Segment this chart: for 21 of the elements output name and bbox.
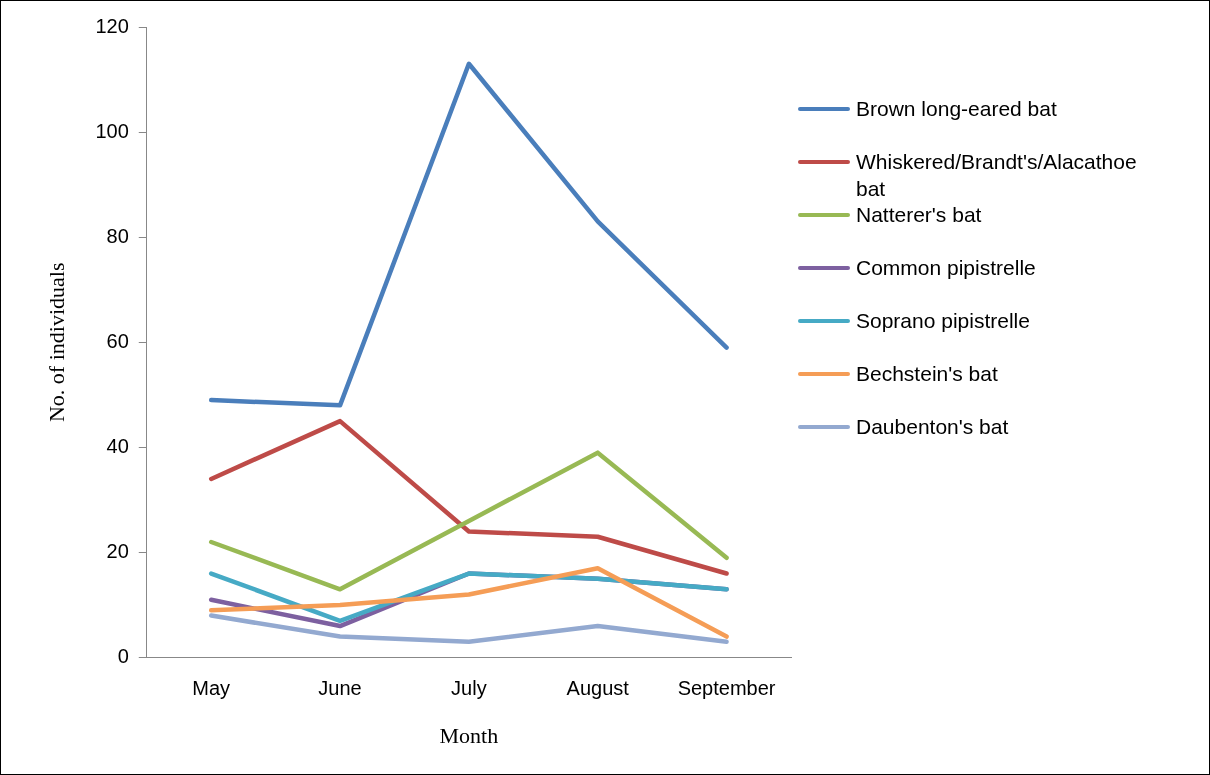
x-tick-label: June xyxy=(318,677,362,700)
x-tick-label: September xyxy=(677,677,776,700)
legend-label: Soprano pipistrelle xyxy=(856,309,1030,332)
y-tick-label: 40 xyxy=(106,434,129,457)
x-tick-label: July xyxy=(451,677,487,700)
y-tick-label: 0 xyxy=(117,645,129,668)
y-axis-title: No. of individuals xyxy=(43,262,69,423)
x-tick-label: May xyxy=(192,677,231,700)
y-tick-label: 20 xyxy=(106,540,129,563)
legend-label: Bechstein's bat xyxy=(856,362,998,385)
legend-label: Common pipistrelle xyxy=(856,256,1036,279)
x-tick-label: August xyxy=(566,677,630,700)
legend-label: Brown long-eared bat xyxy=(856,97,1057,120)
y-tick-label: 120 xyxy=(95,14,129,37)
legend-label: Whiskered/Brandt's/Alacathoe bat xyxy=(856,150,1137,200)
legend-label: Natterer's bat xyxy=(856,203,982,226)
y-tick-label: 60 xyxy=(106,329,129,352)
y-tick-label: 80 xyxy=(106,224,129,247)
x-axis-title: Month xyxy=(439,722,499,748)
legend-label: Daubenton's bat xyxy=(856,415,1009,438)
y-tick-label: 100 xyxy=(95,119,129,142)
